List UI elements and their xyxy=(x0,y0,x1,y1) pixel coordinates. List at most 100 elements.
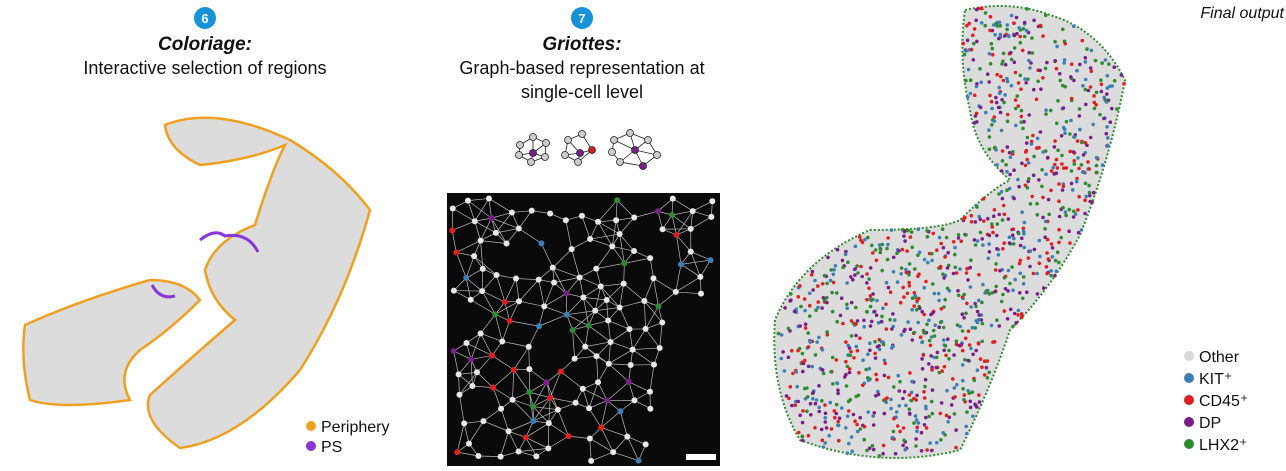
cell-dot xyxy=(1012,197,1016,201)
cell-dot xyxy=(808,314,812,318)
cell-dot xyxy=(1060,154,1064,158)
graph-node xyxy=(449,227,455,233)
cell-dot xyxy=(869,324,873,328)
cell-dot xyxy=(1019,87,1023,91)
cell-dot xyxy=(955,383,959,387)
cell-dot xyxy=(964,233,968,237)
graph-node xyxy=(604,398,610,404)
cell-dot xyxy=(935,248,939,252)
cell-dot xyxy=(821,438,825,442)
graph-node xyxy=(468,356,474,362)
cell-dot xyxy=(964,49,968,53)
cell-dot xyxy=(967,329,971,333)
graph-node xyxy=(598,283,604,289)
cell-dot xyxy=(1016,94,1020,98)
cell-dot xyxy=(1083,198,1087,202)
graph-node xyxy=(523,434,529,440)
cell-dot xyxy=(799,305,803,309)
cell-dot xyxy=(884,397,888,401)
cell-dot xyxy=(997,253,1001,257)
cell-dot xyxy=(1049,274,1053,278)
graph-node xyxy=(551,280,557,286)
cell-dot xyxy=(899,301,903,305)
cell-dot xyxy=(814,402,818,406)
graph-node xyxy=(472,218,478,224)
cell-dot xyxy=(947,357,951,361)
cell-dot xyxy=(1094,59,1098,63)
cell-dot xyxy=(858,416,862,420)
cell-dot xyxy=(885,247,889,251)
cell-dot xyxy=(971,353,975,357)
cell-dot xyxy=(1023,221,1027,225)
cell-dot xyxy=(979,231,983,235)
cell-dot xyxy=(977,318,981,322)
cell-dot xyxy=(849,354,853,358)
cell-dot xyxy=(941,272,945,276)
cell-dot xyxy=(920,341,924,345)
cell-dot xyxy=(945,236,949,240)
cell-dot xyxy=(813,426,817,430)
cell-dot xyxy=(1026,136,1030,140)
cell-dot xyxy=(868,367,872,371)
cell-dot xyxy=(886,258,890,262)
cell-dot xyxy=(836,392,840,396)
cell-dot xyxy=(1035,98,1039,102)
cell-dot xyxy=(1029,249,1033,253)
cell-dot xyxy=(996,24,1000,28)
cell-dot xyxy=(853,267,857,271)
cell-dot xyxy=(871,298,875,302)
cell-dot xyxy=(1017,26,1021,30)
cell-dot xyxy=(912,304,916,308)
cell-dot xyxy=(928,339,932,343)
cell-dot xyxy=(1014,71,1018,75)
cell-dot xyxy=(969,285,973,289)
cell-dot xyxy=(821,282,825,286)
graph-node xyxy=(570,327,576,333)
cell-dot xyxy=(829,401,833,405)
cell-dot xyxy=(902,234,906,238)
cell-dot xyxy=(998,269,1002,273)
cell-dot xyxy=(1044,13,1048,17)
cell-dot xyxy=(977,342,981,346)
cell-dot xyxy=(892,270,896,274)
cell-dot xyxy=(1089,136,1093,140)
cell-dot xyxy=(855,423,859,427)
cell-dot xyxy=(999,75,1003,79)
cell-dot xyxy=(1016,178,1020,182)
legend-swatch xyxy=(1184,351,1194,361)
cell-dot xyxy=(789,292,793,296)
graph-node xyxy=(498,406,504,412)
cell-dot xyxy=(969,305,973,309)
cell-dot xyxy=(1021,127,1025,131)
cell-dot xyxy=(871,414,875,418)
cell-dot xyxy=(1024,150,1028,154)
cell-dot xyxy=(981,322,985,326)
cell-dot xyxy=(1023,77,1027,81)
cell-dot xyxy=(1023,35,1027,39)
graph-node xyxy=(628,362,634,368)
cell-dot xyxy=(1078,63,1082,67)
cell-dot xyxy=(1057,261,1061,265)
cell-dot xyxy=(852,356,856,360)
cell-dot xyxy=(1020,162,1024,166)
cell-dot xyxy=(915,429,919,433)
cell-dot xyxy=(901,397,905,401)
cell-dot xyxy=(807,434,811,438)
cell-dot xyxy=(1068,150,1072,154)
cell-dot xyxy=(1085,47,1089,51)
cell-dot xyxy=(965,267,969,271)
cell-dot xyxy=(898,430,902,434)
cell-dot xyxy=(942,326,946,330)
cell-dot xyxy=(974,349,978,353)
cell-dot xyxy=(822,372,826,376)
cell-dot xyxy=(910,246,914,250)
cell-dot xyxy=(910,380,914,384)
cell-dot xyxy=(831,382,835,386)
cell-dot xyxy=(826,256,830,260)
cell-dot xyxy=(831,356,835,360)
cell-dot xyxy=(967,68,971,72)
graph-node xyxy=(474,369,480,375)
cell-dot xyxy=(787,327,791,331)
cell-dot xyxy=(946,251,950,255)
